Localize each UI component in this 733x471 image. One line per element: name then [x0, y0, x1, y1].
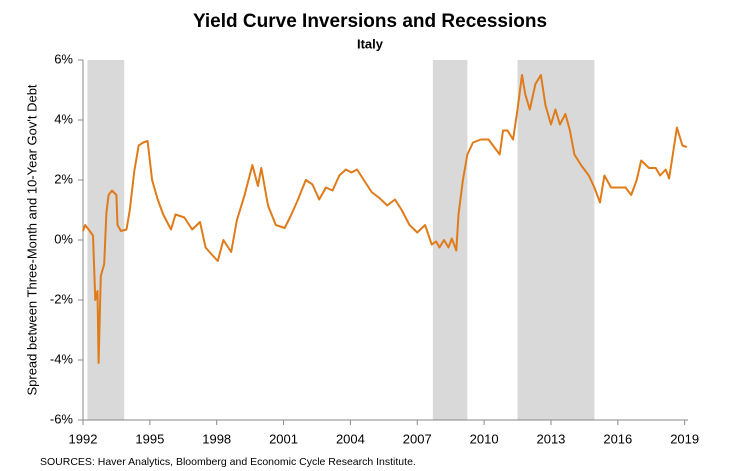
- x-tick-label: 1998: [202, 431, 231, 446]
- y-tick-label: 2%: [54, 171, 73, 186]
- data-line: [82, 74, 688, 364]
- y-tick-label: 0%: [54, 231, 73, 246]
- y-tick-label: -6%: [50, 411, 74, 426]
- recession-band: [432, 60, 468, 420]
- source-note: SOURCES: Haver Analytics, Bloomberg and …: [40, 456, 416, 468]
- chart-subtitle: Italy: [357, 36, 384, 51]
- x-tick-label: 1995: [135, 431, 164, 446]
- chart-title: Yield Curve Inversions and Recessions: [193, 11, 547, 32]
- x-tick-label: 2004: [336, 431, 365, 446]
- x-tick-label: 1992: [69, 431, 98, 446]
- recession-band: [517, 60, 595, 420]
- x-tick-label: 2001: [269, 431, 298, 446]
- x-tick-label: 2016: [603, 431, 632, 446]
- x-tick-label: 2013: [536, 431, 565, 446]
- y-axis-label: Spread between Three-Month and 10-Year G…: [24, 84, 39, 395]
- x-tick-label: 2010: [470, 431, 499, 446]
- x-tick-label: 2007: [403, 431, 432, 446]
- y-tick-label: -2%: [50, 291, 74, 306]
- x-tick-label: 2019: [670, 431, 699, 446]
- y-tick-label: 6%: [54, 51, 73, 66]
- y-tick-label: -4%: [50, 351, 74, 366]
- y-tick-label: 4%: [54, 111, 73, 126]
